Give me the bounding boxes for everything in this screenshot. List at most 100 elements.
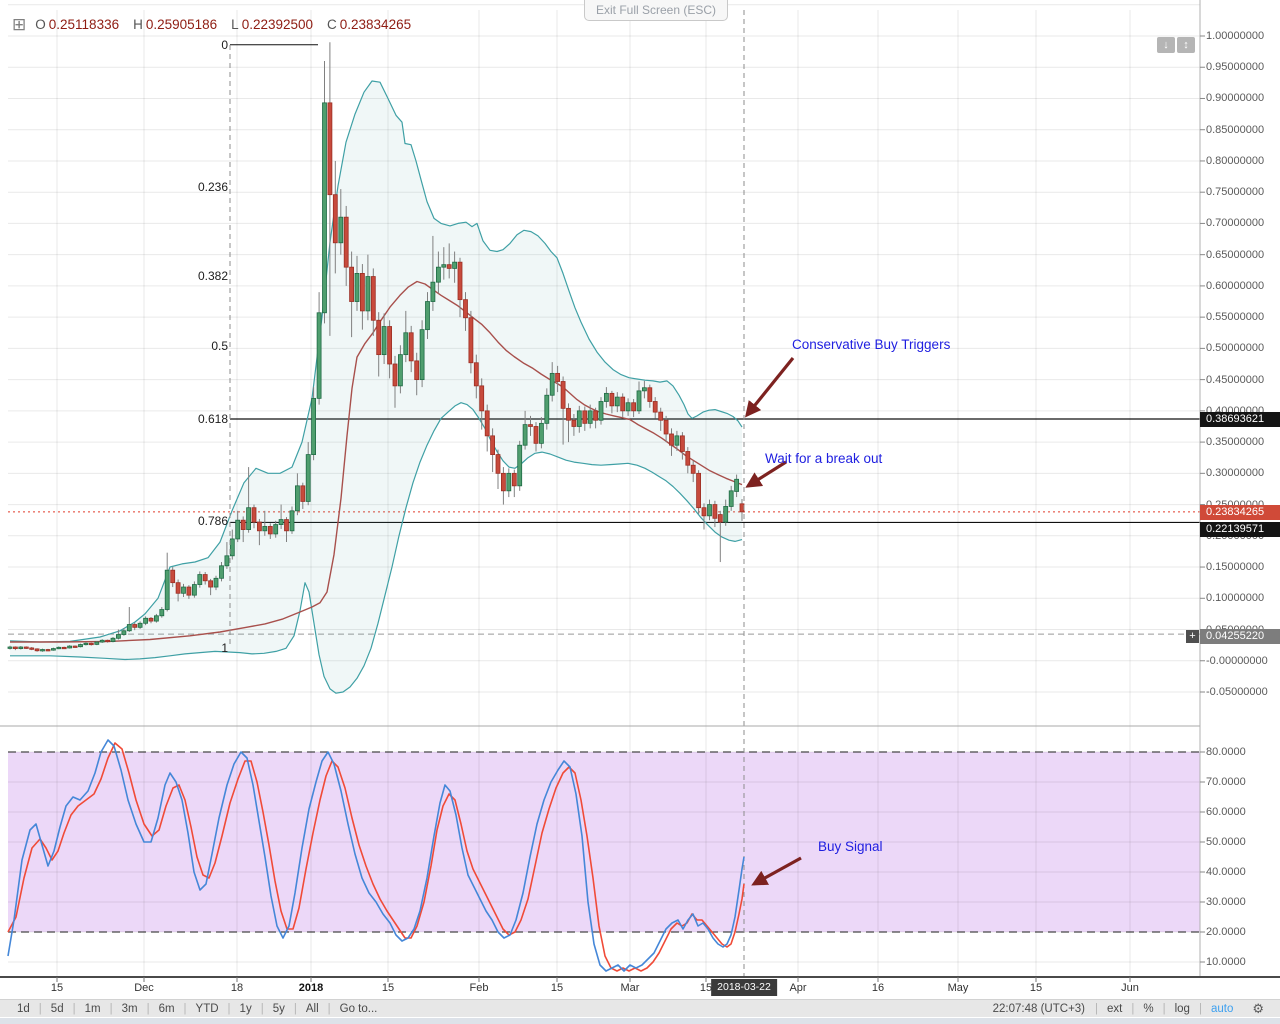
mode-button-ext[interactable]: ext xyxy=(1107,1002,1123,1015)
range-button-5d[interactable]: 5d xyxy=(50,1002,64,1015)
fib-ratio-label: 0.618 xyxy=(197,412,228,426)
fib-618-price-tag: 0.38693621 xyxy=(1200,412,1280,427)
range-button-ytd[interactable]: YTD xyxy=(195,1002,219,1015)
price-axis-label: 0.15000000 xyxy=(1206,561,1265,573)
stoch-axis-label: 60.0000 xyxy=(1206,806,1246,818)
price-axis-label: 0.75000000 xyxy=(1206,186,1265,198)
bottom-toolbar: 1d | 5d | 1m | 3m | 6m | YTD | 1y | 5y | All | Go to... 22… xyxy=(0,999,1280,1017)
time-axis-label: 15 xyxy=(381,982,395,994)
add-chart-icon[interactable]: ⊞ xyxy=(12,15,27,34)
toolbar-separator: | xyxy=(1131,1002,1135,1015)
range-button-5y[interactable]: 5y xyxy=(272,1002,285,1015)
toolbar-separator: | xyxy=(227,1002,231,1015)
stochastic-band xyxy=(8,751,1200,933)
mode-button-auto[interactable]: auto xyxy=(1210,1002,1234,1015)
ohlc-open-label: O xyxy=(35,17,46,32)
range-button-1y[interactable]: 1y xyxy=(239,1002,252,1015)
price-axis-label: 0.95000000 xyxy=(1206,61,1265,73)
fib-ratio-label: 0.786 xyxy=(197,514,228,528)
toolbar-right-group: 22:07:48 (UTC+3) | ext |% | log | auto ⚙ xyxy=(983,1001,1280,1017)
annotation-arrows xyxy=(744,356,802,886)
stochastic-d-line xyxy=(7,742,745,972)
last-price-tag: 0.23834265 xyxy=(1200,505,1280,520)
price-axis-label: 0.45000000 xyxy=(1206,374,1265,386)
stoch-axis-label: 80.0000 xyxy=(1206,746,1246,758)
ohlc-close-value: 0.23834265 xyxy=(339,17,412,32)
time-axis-label: Jun xyxy=(1121,982,1139,994)
fib-ratio-label: 0.236 xyxy=(197,180,228,194)
price-axis-label: 0.70000000 xyxy=(1206,217,1265,229)
fib-ratio-label: 0.382 xyxy=(197,269,228,283)
time-axis-label: Dec xyxy=(134,982,154,994)
price-axis-label: 0.55000000 xyxy=(1206,311,1265,323)
price-axis-label: 1.00000000 xyxy=(1206,30,1265,42)
ohlc-close-label: C xyxy=(327,17,337,32)
price-axis-label: -0.00000000 xyxy=(1206,655,1268,667)
annotation-text[interactable]: Buy Signal xyxy=(818,839,883,854)
fib-ratio-label: 0.5 xyxy=(211,339,228,353)
clock-label: 22:07:48 (UTC+3) xyxy=(992,1002,1086,1015)
range-button-group: 1d | 5d | 1m | 3m | 6m | YTD | 1y | 5y | All | Go to... xyxy=(0,1003,386,1015)
price-axis-label: 0.60000000 xyxy=(1206,280,1265,292)
time-axis-label: 15 xyxy=(1029,982,1043,994)
ohlc-readout: ⊞ O 0.25118336 H 0.25905186 L 0.22392500… xyxy=(12,16,425,33)
toolbar-separator: | xyxy=(72,1002,76,1015)
toolbar-separator: | xyxy=(260,1002,264,1015)
bollinger-band xyxy=(9,80,743,694)
price-axis-label: 0.65000000 xyxy=(1206,249,1265,261)
range-button-1m[interactable]: 1m xyxy=(84,1002,101,1015)
candles-layer xyxy=(7,42,745,652)
stoch-axis-label: 50.0000 xyxy=(1206,836,1246,848)
stoch-axis-label: 10.0000 xyxy=(1206,956,1246,968)
fib-level-lines[interactable] xyxy=(8,44,1200,635)
crosshair-lines xyxy=(229,10,745,976)
toolbar-separator: | xyxy=(293,1002,297,1015)
stoch-axis-label: 40.0000 xyxy=(1206,866,1246,878)
stoch-axis-label: 30.0000 xyxy=(1206,896,1246,908)
crosshair-date-tag: 2018-03-22 xyxy=(711,979,777,996)
fib-ratio-label: 1 xyxy=(221,641,228,655)
gridlines xyxy=(8,4,1200,976)
exit-fullscreen-tooltip: Exit Full Screen (ESC) xyxy=(584,0,729,21)
scale-down-button[interactable]: ↓ xyxy=(1157,37,1175,53)
price-axis-label: 0.50000000 xyxy=(1206,342,1265,354)
range-button-3m[interactable]: 3m xyxy=(121,1002,138,1015)
time-axis-label: 15 xyxy=(50,982,64,994)
time-axis-label: 15 xyxy=(699,982,713,994)
toolbar-separator: | xyxy=(1162,1002,1166,1015)
arrow-down-icon: ↓ xyxy=(1163,39,1169,51)
settings-gear-icon[interactable]: ⚙ xyxy=(1252,1000,1264,1016)
price-axis-label: 0.35000000 xyxy=(1206,436,1265,448)
range-button-goto[interactable]: Go to... xyxy=(339,1002,378,1015)
price-axis-label: 0.10000000 xyxy=(1206,592,1265,604)
ma-line xyxy=(10,280,743,643)
range-button-all[interactable]: All xyxy=(305,1002,319,1015)
time-axis-label: Apr xyxy=(789,982,807,994)
toolbar-separator: | xyxy=(146,1002,150,1015)
mode-button-group: ext |% | log | auto xyxy=(1098,1003,1242,1015)
price-axis-label: 0.85000000 xyxy=(1206,124,1265,136)
price-axis-label: 0.90000000 xyxy=(1206,92,1265,104)
fib-100-price-tag: 0.04255220 xyxy=(1200,629,1280,644)
price-axis-label: 0.80000000 xyxy=(1206,155,1265,167)
panel-borders xyxy=(0,0,1280,982)
ohlc-low-value: 0.22392500 xyxy=(241,17,314,32)
toolbar-separator: | xyxy=(327,1002,331,1015)
time-axis-label: 15 xyxy=(550,982,564,994)
annotation-text[interactable]: Conservative Buy Triggers xyxy=(792,337,951,352)
ohlc-high-value: 0.25905186 xyxy=(145,17,218,32)
mode-button-log[interactable]: log xyxy=(1174,1002,1190,1015)
range-button-1d[interactable]: 1d xyxy=(17,1002,30,1015)
toolbar-separator: | xyxy=(1198,1002,1202,1015)
time-axis-label: Feb xyxy=(469,982,489,994)
annotation-text[interactable]: Wait for a break out xyxy=(765,451,883,466)
mode-button-percent[interactable]: % xyxy=(1143,1002,1154,1015)
price-axis-label: 0.30000000 xyxy=(1206,467,1265,479)
plus-level-icon[interactable]: + xyxy=(1186,630,1199,643)
range-button-6m[interactable]: 6m xyxy=(158,1002,175,1015)
time-axis-label: 2018 xyxy=(298,982,324,994)
scale-auto-button[interactable]: ↕ xyxy=(1177,37,1195,53)
time-axis-label: May xyxy=(947,982,969,994)
